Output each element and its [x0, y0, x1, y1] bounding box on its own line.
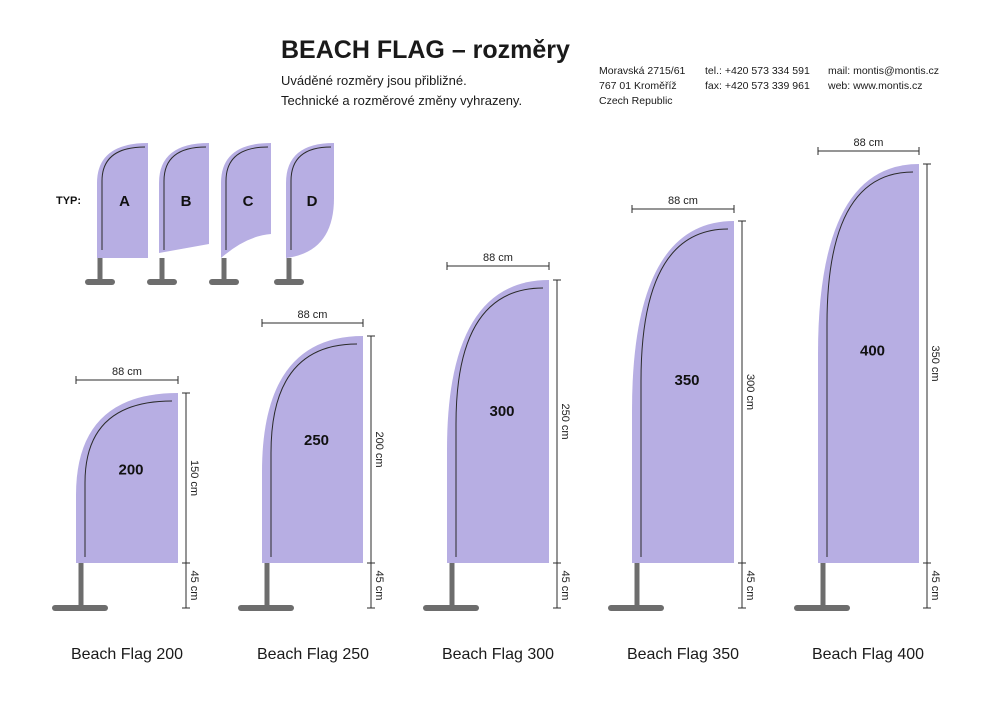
flag-350-pole: [634, 563, 640, 608]
flag-250-base: [238, 605, 294, 611]
type-a-pole: [97, 258, 103, 282]
type-a-banner: [97, 143, 148, 258]
flag-200-pole: [78, 563, 84, 608]
flag-350-flag-height-label: 300 cm: [744, 374, 756, 410]
flag-350-sleeve-line: [640, 228, 729, 557]
contact-phones: tel.: +420 573 334 591 fax: +420 573 339…: [705, 65, 810, 92]
flag-300-pole: [449, 563, 455, 608]
flag-200-sleeve-line: [84, 400, 173, 557]
flag-250-pole-height-label: 45 cm: [373, 571, 385, 601]
flag-200-base: [52, 605, 108, 611]
type-d-pole: [286, 258, 292, 282]
flag-300-width-label: 88 cm: [483, 252, 513, 264]
type-b-sleeve-line: [163, 146, 207, 250]
caption-flag-400: Beach Flag 400: [811, 646, 925, 663]
flag-350-width-label: 88 cm: [668, 195, 698, 207]
flag-300-pole-height-label: 45 cm: [559, 571, 571, 601]
type-a-base: [85, 279, 115, 285]
type-d-sleeve-line: [290, 146, 332, 250]
caption-flag-250: Beach Flag 250: [256, 646, 370, 663]
subtitle-approximate: Uváděné rozměry jsou přibližné.: [281, 73, 467, 88]
contact-web: mail: montis@montis.cz web: www.montis.c…: [828, 65, 940, 92]
contact-address: Moravská 2715/61 767 01 Kroměříž Czech R…: [599, 65, 686, 107]
flag-400-width-label: 88 cm: [854, 137, 884, 149]
flag-350-banner: [632, 221, 734, 563]
flag-300-flag-height-label: 250 cm: [559, 403, 571, 439]
type-c-base: [209, 279, 239, 285]
type-d-base: [274, 279, 304, 285]
type-d-label: D: [307, 193, 318, 210]
type-b-banner: [159, 143, 209, 253]
type-a-sleeve-line: [101, 146, 146, 250]
flag-200-banner: [76, 393, 178, 563]
type-c-banner: [221, 143, 271, 258]
flag-300-base: [423, 605, 479, 611]
type-c-sleeve-line: [225, 146, 269, 250]
type-b-base: [147, 279, 177, 285]
flag-350-base: [608, 605, 664, 611]
flag-400-sleeve-line: [826, 171, 914, 557]
flag-400-flag-height-label: 350 cm: [929, 345, 941, 381]
flag-250-width-label: 88 cm: [298, 309, 328, 321]
flag-250-pole: [264, 563, 270, 608]
flag-250-banner: [262, 336, 363, 563]
type-b-pole: [159, 258, 165, 282]
flag-400-banner: [818, 164, 919, 563]
flag-200-width-label: 88 cm: [112, 366, 142, 378]
flag-300-banner: [447, 280, 549, 563]
caption-flag-300: Beach Flag 300: [441, 646, 555, 663]
flag-400-label: 400: [860, 343, 885, 360]
flag-350-label: 350: [674, 372, 699, 389]
flag-200-flag-height-label: 150 cm: [188, 460, 200, 496]
flag-400-pole: [820, 563, 826, 608]
type-label: TYP:: [56, 195, 81, 207]
type-b-label: B: [181, 193, 192, 210]
flag-250-flag-height-label: 200 cm: [373, 431, 385, 467]
flag-200-label: 200: [118, 462, 143, 479]
subtitle-changes-reserved: Technické a rozměrové změny vyhrazeny.: [281, 93, 523, 108]
flag-250-sleeve-line: [270, 343, 358, 557]
type-c-label: C: [243, 193, 254, 210]
type-a-label: A: [119, 193, 130, 210]
type-c-pole: [221, 258, 227, 282]
type-d-banner: [286, 143, 334, 258]
flag-250-label: 250: [304, 432, 329, 449]
flag-400-pole-height-label: 45 cm: [929, 571, 941, 601]
caption-flag-350: Beach Flag 350: [626, 646, 740, 663]
flag-400-base: [794, 605, 850, 611]
flag-300-sleeve-line: [455, 287, 544, 557]
page-title: BEACH FLAG – rozměry: [281, 36, 570, 64]
flag-300-label: 300: [489, 403, 514, 420]
flag-200-pole-height-label: 45 cm: [188, 571, 200, 601]
caption-flag-200: Beach Flag 200: [70, 646, 184, 663]
flag-350-pole-height-label: 45 cm: [744, 571, 756, 601]
